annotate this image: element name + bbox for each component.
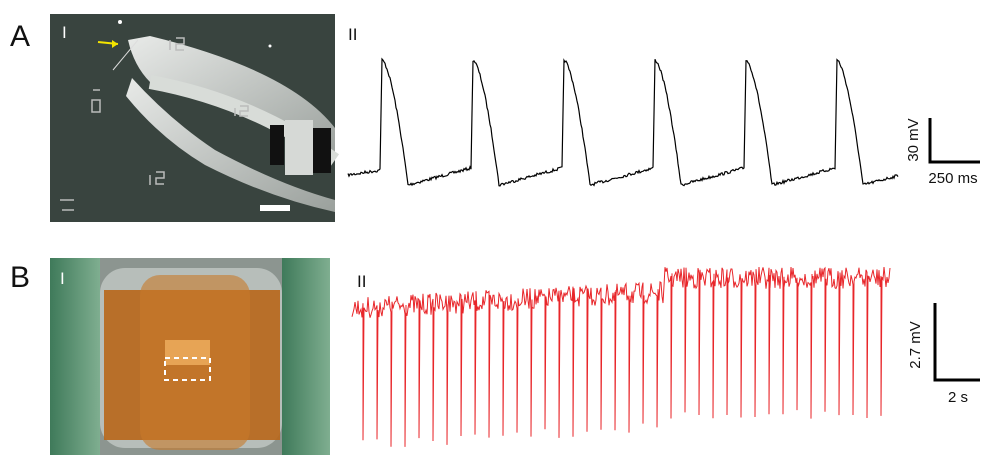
photo-b: I: [50, 258, 330, 455]
photo-label: I: [60, 269, 65, 288]
trace: [348, 59, 898, 186]
scale-bar: [930, 118, 980, 162]
photo-label: I: [62, 23, 67, 42]
scale-label: 2.7 mV: [907, 321, 924, 369]
figure: A I II 30 mV 250 ms B: [0, 0, 990, 459]
trace: [352, 267, 890, 447]
panel-label: B: [10, 261, 30, 294]
panel-label: A: [10, 20, 30, 53]
scale-label: 2 s: [948, 389, 968, 406]
trace-label: II: [357, 272, 366, 291]
photo-a: I: [50, 14, 335, 222]
scale-label: 30 mV: [905, 118, 922, 161]
trace-label: II: [348, 25, 357, 44]
scale-label: 250 ms: [928, 170, 977, 187]
scale-bar: [935, 303, 980, 380]
